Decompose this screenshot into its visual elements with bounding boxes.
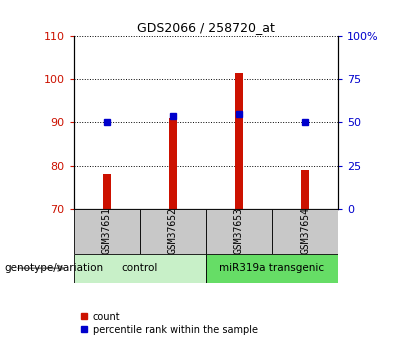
Legend: count, percentile rank within the sample: count, percentile rank within the sample [76,308,262,338]
Bar [206,254,338,283]
Bar [235,73,243,209]
Bar [74,209,139,254]
Bar [301,170,309,209]
Text: genotype/variation: genotype/variation [4,263,103,273]
Title: GDS2066 / 258720_at: GDS2066 / 258720_at [137,21,275,34]
Text: GSM37651: GSM37651 [102,207,112,254]
Text: control: control [121,263,158,273]
Text: GSM37653: GSM37653 [234,207,244,254]
Bar [139,209,206,254]
Bar [272,209,338,254]
Bar [206,209,272,254]
Bar [102,174,110,209]
Text: GSM37652: GSM37652 [168,207,178,254]
Bar [169,118,177,209]
Bar [74,254,206,283]
Text: GSM37654: GSM37654 [300,207,310,254]
Text: miR319a transgenic: miR319a transgenic [219,263,325,273]
